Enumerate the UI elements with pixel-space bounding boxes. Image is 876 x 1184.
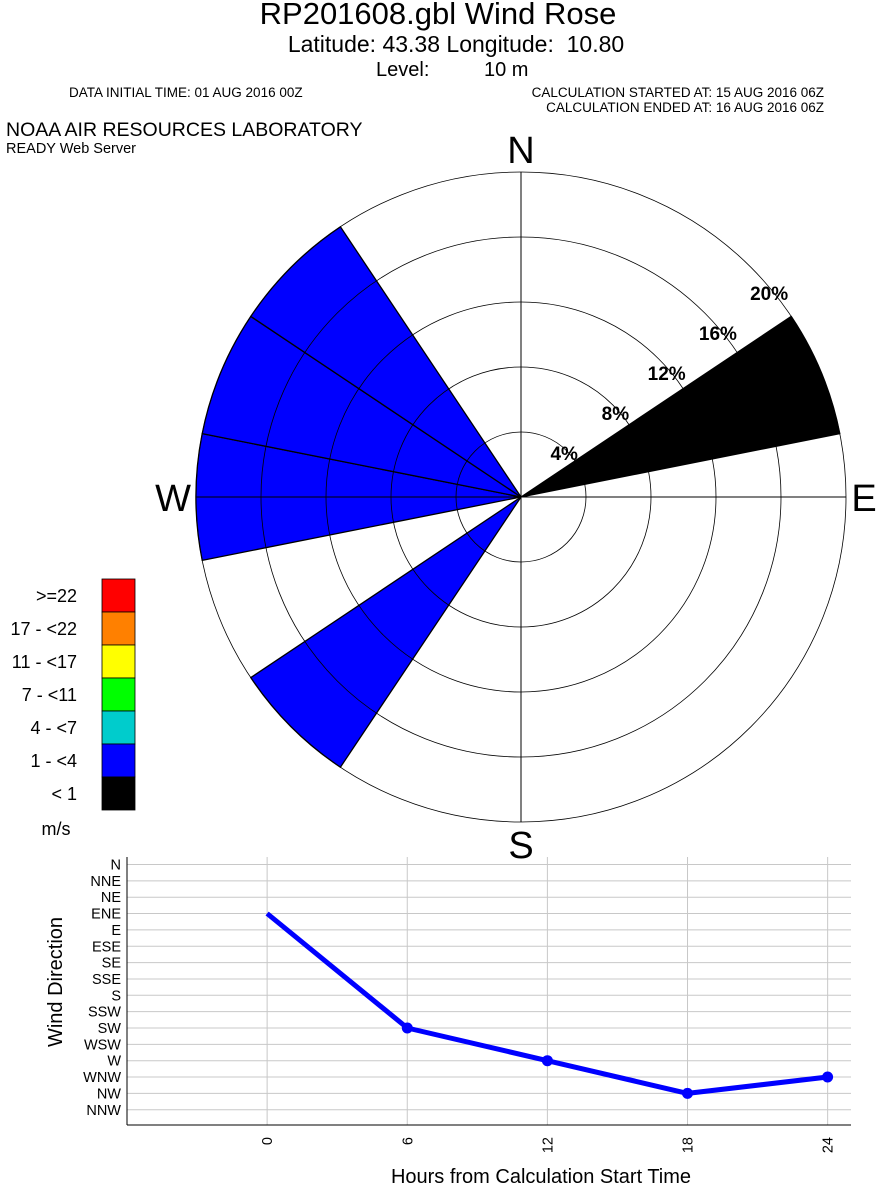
ring-label: 16% (699, 324, 737, 345)
y-tick-label: E (111, 923, 121, 939)
series-point (822, 1071, 834, 1083)
compass-s: S (508, 825, 533, 867)
y-tick-label: SW (98, 1021, 122, 1037)
y-tick-label: WSW (84, 1037, 121, 1053)
compass-w: W (155, 478, 191, 520)
ring-label: 12% (648, 364, 686, 385)
x-tick-label: 6 (400, 1137, 416, 1145)
level-value: 10 m (484, 59, 529, 81)
y-tick-label: W (107, 1054, 121, 1070)
x-tick-label: 18 (681, 1137, 697, 1153)
y-tick-label: NE (101, 890, 121, 906)
x-tick-label: 12 (540, 1137, 556, 1153)
legend-swatch (101, 710, 136, 745)
legend-label: 7 - <11 (22, 685, 77, 705)
y-tick-label: SE (102, 956, 122, 972)
y-tick-label: NW (97, 1086, 121, 1102)
location-text: Latitude: 43.38 Longitude: 10.80 (287, 31, 625, 57)
legend-label: 4 - <7 (30, 718, 77, 738)
initial-time: DATA INITIAL TIME: 01 AUG 2016 00Z (69, 85, 303, 100)
y-tick-label: S (111, 988, 121, 1004)
ring-label: 4% (550, 444, 578, 465)
y-tick-label: WNW (83, 1070, 121, 1086)
legend-swatch (101, 644, 136, 679)
legend-swatch (101, 776, 136, 811)
legend-swatch (101, 743, 136, 778)
legend-label: 11 - <17 (12, 652, 77, 672)
legend-swatch (101, 578, 136, 613)
legend-label: >=22 (36, 586, 77, 606)
legend-label: < 1 (51, 784, 77, 804)
ring-label: 20% (750, 284, 788, 305)
y-tick-label: ESE (92, 939, 121, 955)
calc-started: CALCULATION STARTED AT: 15 AUG 2016 06Z (531, 85, 824, 100)
y-tick-label: SSW (88, 1005, 121, 1021)
legend-swatch (101, 677, 136, 712)
series-point (541, 1055, 553, 1067)
x-tick-label: 0 (260, 1137, 276, 1145)
y-tick-label: N (111, 858, 121, 874)
legend-unit: m/s (42, 819, 71, 839)
y-axis-title: Wind Direction (45, 917, 67, 1047)
x-tick-label: 24 (821, 1137, 837, 1153)
level-label: Level: (376, 59, 430, 81)
server-name: READY Web Server (6, 141, 137, 157)
org-name: NOAA AIR RESOURCES LABORATORY (6, 119, 363, 141)
series-point (682, 1087, 693, 1099)
compass-n: N (507, 130, 534, 172)
calc-ended: CALCULATION ENDED AT: 16 AUG 2016 06Z (546, 100, 824, 115)
level-row: Level: (376, 59, 429, 81)
y-tick-label: NNW (86, 1103, 121, 1119)
legend-label: 17 - <22 (10, 619, 77, 639)
legend-label: 1 - <4 (30, 751, 77, 771)
series-point (401, 1022, 413, 1034)
compass-e: E (851, 478, 876, 520)
x-axis-title: Hours from Calculation Start Time (391, 1166, 691, 1184)
chart-title: RP201608.gbl Wind Rose (259, 0, 617, 31)
y-tick-label: NNE (90, 874, 121, 890)
legend-swatch (101, 611, 136, 646)
y-tick-label: ENE (91, 907, 121, 923)
y-tick-label: SSE (92, 972, 121, 988)
ring-label: 8% (602, 404, 630, 425)
